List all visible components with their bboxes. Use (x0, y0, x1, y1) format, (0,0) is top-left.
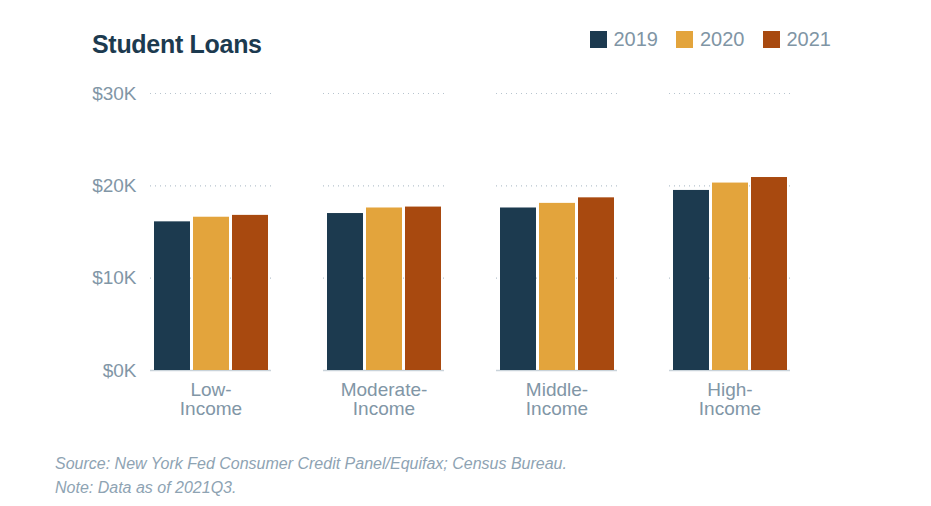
html-text:2020: 2020 (700, 28, 745, 50)
html-text:Note: Data as of 2021Q3.: Note: Data as of 2021Q3. (55, 479, 237, 496)
svg-text:$0K: $0K (103, 360, 137, 381)
svg-text:Moderate-Income: Moderate-Income (341, 379, 428, 419)
svg-text:Low-Income: Low-Income (180, 379, 242, 419)
html-text:2021: 2021 (786, 28, 831, 50)
html-text:Student Loans: Student Loans (92, 30, 262, 58)
svg-text:Middle-Income: Middle-Income (526, 379, 588, 419)
html-text:Source: New York Fed Consumer: Source: New York Fed Consumer Credit Pan… (55, 455, 567, 472)
svg-text:$10K: $10K (92, 267, 137, 288)
svg-text:$30K: $30K (92, 83, 137, 104)
svg-text:$20K: $20K (92, 175, 137, 196)
html-text:2019: 2019 (613, 28, 658, 50)
svg-text:High-Income: High-Income (699, 379, 761, 419)
